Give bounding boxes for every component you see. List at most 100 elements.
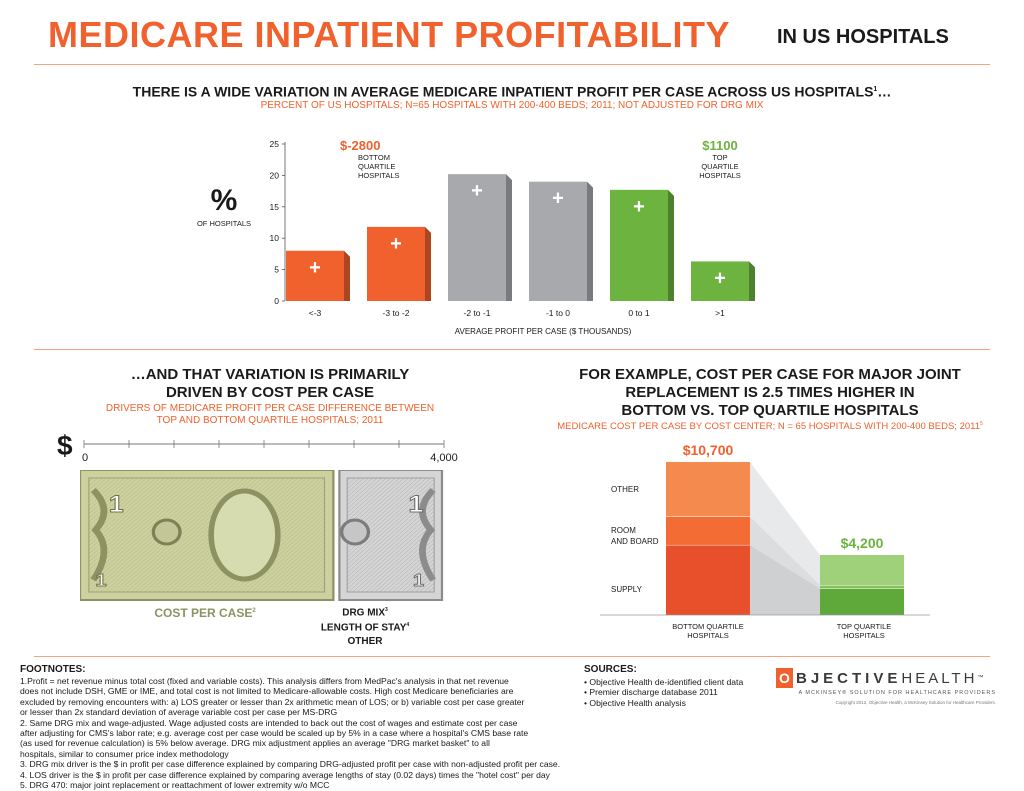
footnote-line: 1.Profit = net revenue minus total cost … (20, 676, 509, 686)
stack-segment (820, 554, 904, 585)
header-divider (34, 64, 990, 65)
bar-side (749, 261, 755, 301)
stack-segment (666, 544, 750, 615)
cost-driver-scale: 0 4,000 (82, 440, 458, 464)
other-text: OTHER (347, 635, 383, 647)
footnote-line: hospitals, similar to consumer price ind… (20, 748, 229, 759)
cat-bottom-l2: HOSPITALS (687, 631, 729, 640)
source-item: • Objective Health analysis (584, 697, 686, 708)
label-other: OTHER (611, 485, 639, 494)
bar-plus-icon: + (633, 196, 645, 218)
left-headline-l1: …AND THAT VARIATION IS PRIMARILY (130, 366, 410, 383)
objective-health-logo: O BJECTIVE HEALTH ™ A MCKINSEY® SOLUTION… (776, 668, 1006, 705)
bottom-quartile-l2: QUARTILE (358, 162, 396, 171)
bottom-quartile-value: $-2800 (340, 138, 381, 153)
label-room-l1: ROOM (611, 526, 636, 535)
bar-side (587, 181, 593, 301)
source-item: • Objective Health de-identified client … (584, 677, 744, 687)
y-tick-label: 0 (274, 296, 279, 306)
y-tick-label: 5 (274, 265, 279, 275)
top-quartile-callout: $1100 TOP QUARTILE HOSPITALS (690, 138, 750, 180)
left-sub-l2: TOP AND BOTTOM QUARTILE HOSPITALS; 2011 (156, 415, 384, 426)
cost-per-case-label: COST PER CASE2 (120, 606, 290, 620)
bar-side (425, 226, 431, 301)
logo-tagline: A MCKINSEY® SOLUTION FOR HEALTHCARE PROV… (798, 690, 996, 696)
footnote-line: (as used for revenue calculation) is 5% … (20, 738, 490, 749)
right-subheadline: MEDICARE COST PER CASE BY COST CENTER; N… (520, 418, 1020, 433)
logo-word2: HEALTH (901, 669, 978, 687)
cat-bottom-l1: BOTTOM QUARTILE (672, 622, 744, 631)
stack-segment (666, 516, 750, 545)
right-sub-sup: 5 (980, 421, 983, 427)
bottom-quartile-callout: $-2800 BOTTOM QUARTILE HOSPITALS (340, 138, 420, 180)
x-tick-label: -2 to -1 (464, 308, 491, 318)
top-headline: THERE IS A WIDE VARIATION IN AVERAGE MED… (40, 81, 984, 101)
cat-top-l1: TOP QUARTILE (836, 622, 892, 631)
y-axis-label-big: % (210, 184, 238, 217)
label-room-board: ROOM AND BOARD (611, 525, 659, 547)
cat-bottom-label: BOTTOM QUARTILE HOSPITALS (660, 622, 756, 640)
top-quartile-l3: HOSPITALS (699, 171, 741, 180)
bar (367, 226, 425, 301)
bar-side (344, 250, 350, 301)
y-axis-label: % OF HOSPITALS (196, 184, 252, 229)
bar-plus-icon: + (309, 257, 321, 279)
footnote-line: or lesser than 2x standard deviation of … (20, 707, 338, 718)
drg-mix-text: DRG MIX (342, 607, 385, 619)
right-headline-l2: REPLACEMENT IS 2.5 TIMES HIGHER IN (625, 384, 915, 401)
other-drivers-label: DRG MIX3 LENGTH OF STAY4 OTHER (310, 604, 420, 648)
stack-segment (820, 588, 904, 615)
left-headline: …AND THAT VARIATION IS PRIMARILY DRIVEN … (40, 366, 500, 402)
footnotes-title: FOOTNOTES: (20, 664, 86, 675)
bridge-band (750, 544, 820, 615)
logo-o-box: O (776, 668, 793, 688)
sources-body: • Objective Health de-identified client … (584, 677, 764, 708)
footnotes-body: 1.Profit = net revenue minus total cost … (20, 676, 590, 790)
dollar-bills: 1 1 1 1 (80, 470, 444, 601)
source-item: • Premier discharge database 2011 (584, 687, 718, 698)
x-tick-label: <-3 (309, 308, 322, 318)
logo-copyright: Copyright 2012, Objective Health, a McKi… (835, 700, 996, 705)
bill-digit-2: 1 (96, 571, 108, 591)
right-sub-text: MEDICARE COST PER CASE BY COST CENTER; N… (557, 421, 980, 433)
stack-segment (820, 584, 904, 589)
top-subheadline: PERCENT OF US HOSPITALS; N=65 HOSPITALS … (260, 100, 764, 111)
bill-digit-1: 1 (109, 491, 124, 517)
bridge-band (750, 516, 820, 589)
bar (691, 261, 749, 301)
left-subheadline: DRIVERS OF MEDICARE PROFIT PER CASE DIFF… (40, 403, 500, 427)
footnote-line: does not include DSH, GME or IME, and to… (20, 686, 514, 697)
cost-by-center-chart: $10,700 $4,200 (600, 442, 930, 616)
top-quartile-l1: TOP (712, 153, 728, 162)
bar-side (506, 174, 512, 301)
cost-per-case-text: COST PER CASE (154, 606, 253, 620)
x-tick-label: >1 (715, 308, 725, 318)
top-quartile-value: $1100 (702, 138, 738, 153)
dollar-sign: $ (57, 430, 73, 461)
footnote-line: 4. LOS driver is the $ in profit per cas… (20, 769, 550, 780)
y-tick-label: 10 (270, 233, 280, 243)
profit-distribution-chart: 0 5 10 15 20 25 + + + + + + <-3 -3 to -2 -2 to -1 -1 … (270, 139, 755, 336)
bill-digit-3: 1 (409, 491, 424, 517)
cat-top-label: TOP QUARTILE HOSPITALS (816, 622, 912, 640)
page-subtitle: IN US HOSPITALS (777, 26, 949, 48)
bar-side (668, 189, 674, 301)
los-sup: 4 (406, 622, 410, 629)
top-headline-tail: … (877, 83, 892, 100)
bill-digit-4: 1 (413, 571, 425, 591)
bottom-quartile-l1: BOTTOM (358, 153, 390, 162)
top-quartile-l2: QUARTILE (701, 162, 739, 171)
cost-per-case-sup: 2 (252, 608, 256, 614)
cost-per-case-bill: 1 1 (80, 470, 335, 601)
bar (448, 174, 506, 301)
logo-tm: ™ (977, 675, 984, 681)
label-room-l2: AND BOARD (611, 537, 659, 546)
scale-min: 0 (82, 452, 88, 464)
middle-divider (34, 349, 990, 350)
bar (529, 181, 587, 301)
footnote-line: excluded by removing encounters with: a)… (20, 696, 525, 707)
bridge-band (750, 462, 820, 585)
y-tick-label: 25 (270, 139, 280, 149)
bottom-divider (34, 656, 990, 657)
page-title: MEDICARE INPATIENT PROFITABILITY (48, 14, 730, 55)
